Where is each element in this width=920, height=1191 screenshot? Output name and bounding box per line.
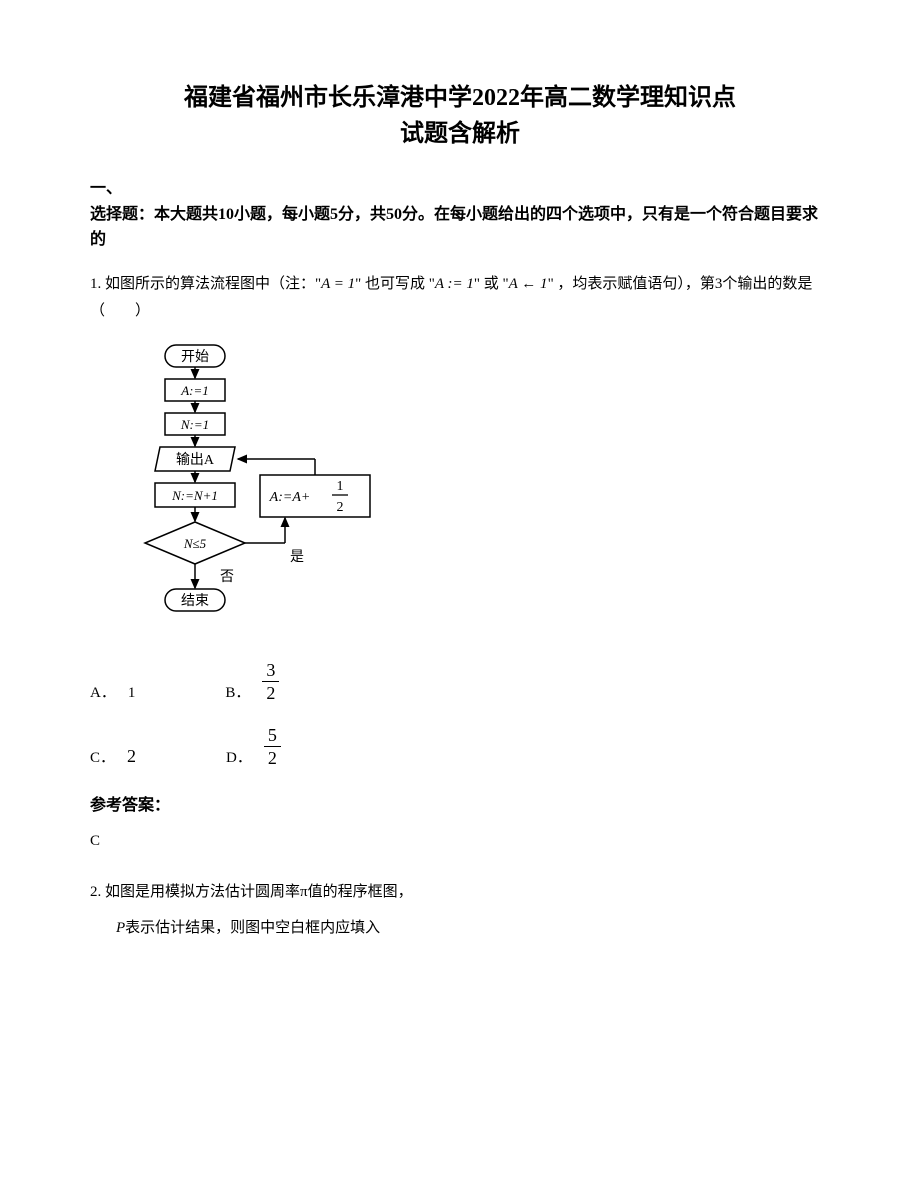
option-b-num: 3	[262, 661, 279, 682]
page-title: 福建省福州市长乐漳港中学2022年高二数学理知识点 试题含解析	[90, 80, 830, 152]
flow-assign-a-label: A:=1	[180, 383, 209, 398]
q2-sub-text: 表示估计结果，则图中空白框内应填入	[125, 920, 380, 936]
option-a-value: 1	[128, 685, 136, 702]
q1-math3: A ← 1	[509, 276, 548, 292]
flow-assign-n-label: N:=1	[180, 417, 209, 432]
option-c: C． 2	[90, 746, 136, 767]
option-a-label: A．	[90, 681, 116, 702]
flow-inc-a-prefix: A:=A+	[269, 490, 311, 505]
option-c-value: 2	[127, 746, 136, 767]
flow-output-label: 输出A	[176, 452, 215, 468]
options-row-1: A． 1 B． 3 2	[90, 661, 830, 702]
flow-inc-n-label: N:=N+1	[171, 488, 218, 503]
option-c-label: C．	[90, 746, 115, 767]
q1-math2: A := 1	[435, 276, 474, 292]
question-2-sub: P表示估计结果，则图中空白框内应填入	[116, 914, 830, 943]
title-line2: 试题含解析	[400, 121, 520, 147]
flowchart-diagram: 开始 A:=1 N:=1 输出A N:=N+1 N≤5 否 结束 是	[130, 343, 830, 633]
q2-number: 2.	[90, 884, 101, 900]
q1-text-1: 如图所示的算法流程图中（注："	[101, 276, 321, 292]
flow-cond-label: N≤5	[183, 536, 207, 551]
option-b: B． 3 2	[225, 661, 279, 702]
option-a: A． 1	[90, 681, 135, 702]
q1-text-2: " 也可写成 "	[355, 276, 435, 292]
flow-cond-yes-label: 是	[290, 550, 304, 565]
option-b-frac: 3 2	[262, 661, 279, 702]
section-heading-prefix: 一、	[90, 180, 122, 197]
title-line1: 福建省福州市长乐漳港中学2022年高二数学理知识点	[184, 85, 736, 111]
question-1: 1. 如图所示的算法流程图中（注："A = 1" 也可写成 "A := 1" 或…	[90, 271, 830, 325]
section-heading-body: 选择题：本大题共10小题，每小题5分，共50分。在每小题给出的四个选项中，只有是…	[90, 206, 818, 249]
flow-end-label: 结束	[181, 593, 209, 609]
q1-number: 1.	[90, 276, 101, 292]
section-heading: 一、 选择题：本大题共10小题，每小题5分，共50分。在每小题给出的四个选项中，…	[90, 176, 830, 253]
flow-inc-a-num: 1	[337, 479, 344, 494]
option-b-den: 2	[262, 682, 279, 702]
option-d-label: D．	[226, 746, 252, 767]
option-d-frac: 5 2	[264, 726, 281, 767]
flow-inc-a-den: 2	[337, 500, 344, 515]
q2-text: 如图是用模拟方法估计圆周率π值的程序框图，	[101, 884, 412, 900]
option-b-label: B．	[225, 681, 250, 702]
flow-start-label: 开始	[181, 349, 209, 365]
answer-value: C	[90, 833, 830, 850]
options-row-2: C． 2 D． 5 2	[90, 726, 830, 767]
q1-math1: A = 1	[321, 276, 355, 292]
question-2: 2. 如图是用模拟方法估计圆周率π值的程序框图，	[90, 878, 830, 907]
q1-text-3: " 或 "	[474, 276, 509, 292]
answer-label: 参考答案：	[90, 791, 830, 815]
option-d-den: 2	[264, 747, 281, 767]
option-d-num: 5	[264, 726, 281, 747]
flow-cond-no-label: 否	[220, 570, 234, 585]
option-d: D． 5 2	[226, 726, 281, 767]
